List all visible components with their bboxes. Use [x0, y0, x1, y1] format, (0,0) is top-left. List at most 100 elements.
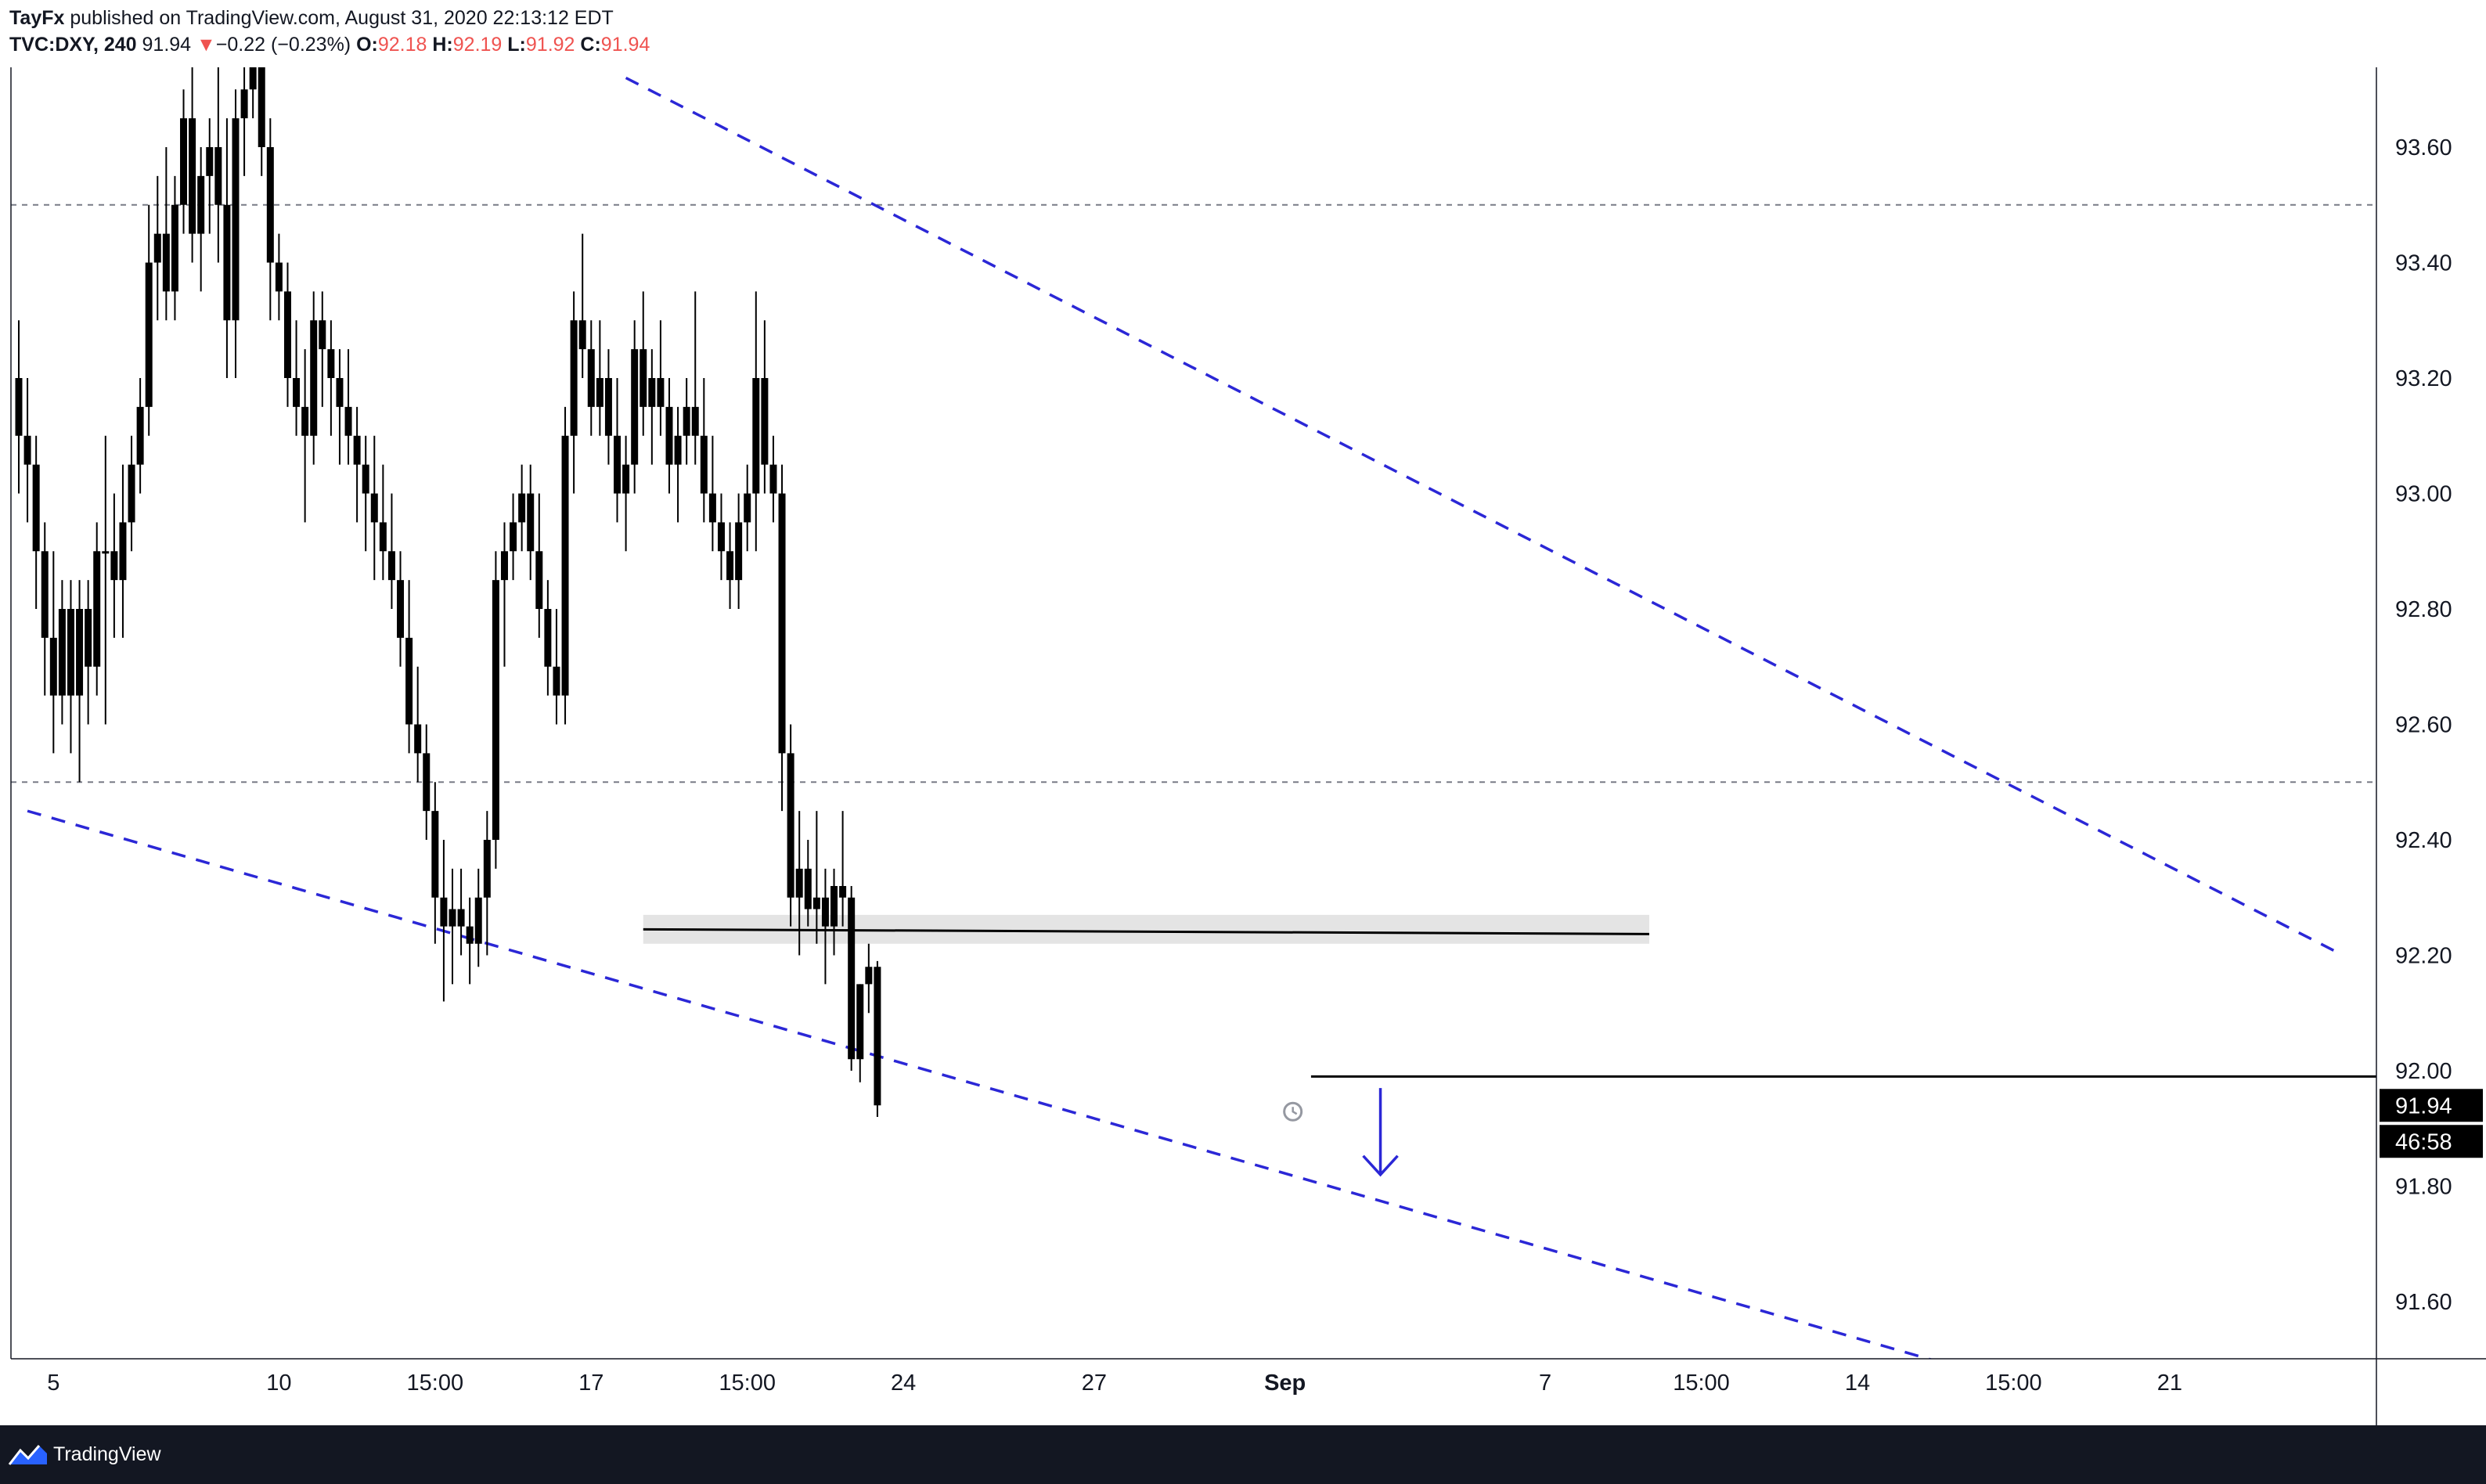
tradingview-logo-icon[interactable] [8, 1441, 49, 1468]
candle[interactable] [405, 637, 413, 725]
candle[interactable] [85, 609, 92, 667]
candle[interactable] [214, 147, 222, 205]
candle[interactable] [500, 551, 508, 581]
candle[interactable] [561, 435, 569, 696]
candle[interactable] [761, 378, 769, 465]
candle[interactable] [440, 897, 448, 927]
candle[interactable] [691, 406, 699, 436]
candle[interactable] [726, 551, 734, 581]
candle[interactable] [431, 811, 439, 898]
candle[interactable] [110, 551, 118, 581]
candle[interactable] [717, 522, 725, 552]
candle[interactable] [240, 89, 248, 119]
candle[interactable] [206, 147, 214, 176]
candle[interactable] [283, 291, 291, 378]
candle[interactable] [344, 406, 352, 436]
candle[interactable] [604, 378, 612, 436]
candle[interactable] [648, 378, 656, 407]
candle[interactable] [180, 118, 188, 205]
candle[interactable] [449, 909, 456, 927]
candle[interactable] [93, 551, 101, 667]
candle[interactable] [631, 349, 639, 465]
candle[interactable] [258, 67, 265, 147]
candle[interactable] [553, 666, 560, 696]
candle[interactable] [76, 609, 84, 696]
candle[interactable] [293, 378, 301, 407]
candle[interactable] [483, 840, 491, 898]
candle[interactable] [622, 464, 630, 494]
alarm-clock-icon[interactable] [1283, 1101, 1303, 1122]
arrow-down-icon[interactable] [1362, 1154, 1399, 1177]
candle[interactable] [492, 580, 499, 840]
candle[interactable] [457, 909, 465, 927]
candle[interactable] [266, 147, 274, 263]
candle[interactable] [874, 967, 881, 1106]
candle[interactable] [856, 984, 864, 1060]
candle[interactable] [301, 406, 309, 436]
candle[interactable] [544, 609, 552, 667]
candle[interactable] [804, 868, 812, 909]
candle[interactable] [700, 435, 708, 494]
candle[interactable] [145, 262, 153, 407]
candle[interactable] [830, 886, 838, 927]
author-name[interactable]: TayFx [9, 7, 65, 29]
candle[interactable] [466, 926, 474, 944]
candle[interactable] [319, 320, 326, 350]
candle[interactable] [769, 464, 777, 494]
tradingview-brand[interactable]: TradingView [53, 1443, 161, 1465]
candle[interactable] [171, 204, 178, 292]
candle[interactable] [474, 897, 482, 944]
candle[interactable] [683, 406, 690, 436]
candle[interactable] [15, 378, 23, 436]
candle[interactable] [128, 464, 135, 523]
candle[interactable] [735, 522, 743, 581]
candle[interactable] [778, 493, 786, 754]
candle[interactable] [58, 609, 66, 696]
candle[interactable] [41, 551, 49, 638]
candle[interactable] [370, 493, 378, 523]
candle[interactable] [657, 378, 665, 407]
candle[interactable] [674, 435, 682, 465]
candle[interactable] [387, 551, 395, 581]
candle[interactable] [67, 609, 74, 696]
candle[interactable] [587, 349, 595, 407]
candle[interactable] [397, 580, 405, 638]
candle[interactable] [162, 233, 170, 292]
candle[interactable] [232, 118, 240, 321]
candle[interactable] [527, 493, 535, 552]
upper-channel-line[interactable] [625, 76, 2344, 957]
candle[interactable] [310, 320, 318, 436]
candle[interactable] [839, 886, 847, 898]
chart-canvas[interactable]: 93.60 93.40 93.20 93.00 92.80 92.60 92.40 92.20… [0, 67, 2486, 1425]
candle[interactable] [153, 233, 161, 263]
candle[interactable] [752, 378, 760, 494]
candle[interactable] [640, 349, 647, 407]
candle[interactable] [812, 897, 820, 909]
candle[interactable] [102, 551, 110, 554]
candle[interactable] [744, 493, 751, 523]
candle[interactable] [32, 464, 40, 552]
support-zone-line[interactable] [643, 928, 1650, 935]
chart-area[interactable]: 93.60 93.40 93.20 93.00 92.80 92.60 92.40 92.20… [0, 67, 2486, 1425]
candle[interactable] [848, 897, 856, 1060]
candle[interactable] [189, 118, 196, 234]
candle[interactable] [223, 204, 231, 321]
candle[interactable] [379, 522, 387, 552]
candle[interactable] [423, 753, 431, 812]
candle[interactable] [353, 435, 361, 465]
candle[interactable] [136, 406, 144, 465]
candle[interactable] [23, 435, 31, 465]
candle[interactable] [518, 493, 526, 523]
candle[interactable] [578, 320, 586, 350]
candle[interactable] [336, 378, 344, 407]
candle[interactable] [795, 868, 803, 898]
candle[interactable] [327, 349, 335, 378]
candle[interactable] [665, 406, 673, 465]
candle[interactable] [275, 262, 283, 292]
candle[interactable] [249, 67, 257, 90]
candle[interactable] [362, 464, 369, 494]
lower-channel-line[interactable] [27, 809, 1971, 1373]
candle[interactable] [119, 522, 127, 581]
candle[interactable] [596, 378, 603, 407]
candle[interactable] [510, 522, 517, 552]
